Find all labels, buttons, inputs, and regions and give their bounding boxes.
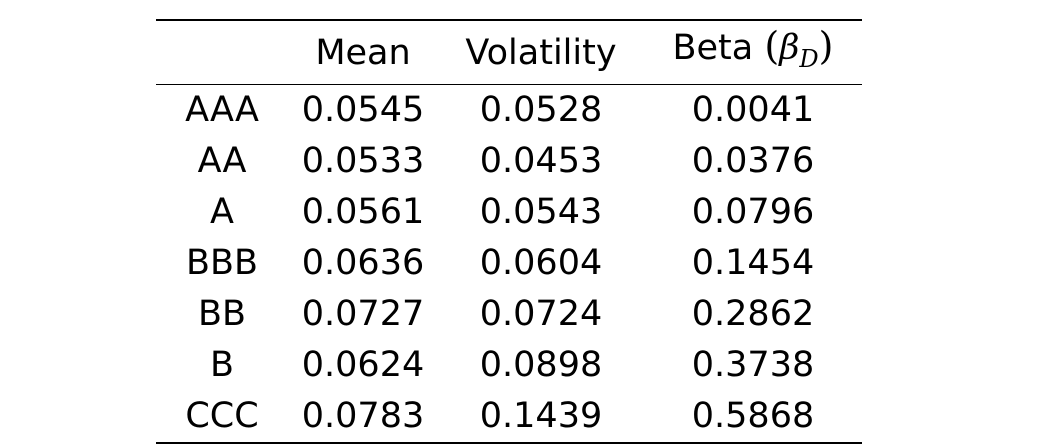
beta-cell: 0.0041	[691, 90, 815, 130]
beta-cell: 0.2862	[691, 294, 815, 334]
header-beta-symbol: β	[779, 28, 800, 68]
rating-cell: BB	[197, 294, 247, 334]
header-beta-paren-close: )	[818, 24, 834, 68]
table-row: B 0.0624 0.0898 0.3738	[156, 340, 862, 391]
rating-cell: A	[210, 192, 234, 232]
volatility-cell: 0.0528	[479, 90, 603, 130]
mean-cell: 0.0783	[301, 396, 425, 436]
mean-cell: 0.0727	[301, 294, 425, 334]
table-body: AAA 0.0545 0.0528 0.0041 AA 0.0533 0.045…	[156, 85, 862, 443]
beta-cell: 0.1454	[691, 243, 815, 283]
table-row: AAA 0.0545 0.0528 0.0041	[156, 85, 862, 137]
beta-cell: 0.0796	[691, 192, 815, 232]
beta-cell: 0.0376	[691, 141, 815, 181]
rating-cell: AAA	[185, 90, 259, 130]
table-row: A 0.0561 0.0543 0.0796	[156, 187, 862, 238]
mean-cell: 0.0545	[301, 90, 425, 130]
beta-cell: 0.3738	[691, 345, 815, 385]
header-rating	[156, 20, 288, 85]
header-mean: Mean	[315, 32, 411, 73]
beta-cell: 0.5868	[691, 396, 815, 436]
header-volatility: Volatility	[465, 32, 617, 73]
header-beta-label: Beta	[672, 28, 754, 68]
volatility-cell: 0.0453	[479, 141, 603, 181]
volatility-cell: 0.0604	[479, 243, 603, 283]
mean-cell: 0.0624	[301, 345, 425, 385]
volatility-cell: 0.0898	[479, 345, 603, 385]
statistics-table-container: Mean Volatility Beta (βD) AAA 0.0545 0.0…	[156, 19, 862, 444]
mean-cell: 0.0561	[301, 192, 425, 232]
rating-cell: AA	[197, 141, 247, 181]
volatility-cell: 0.0724	[479, 294, 603, 334]
mean-cell: 0.0636	[301, 243, 425, 283]
header-beta-paren-open: (	[764, 24, 780, 68]
table-header-row: Mean Volatility Beta (βD)	[156, 20, 862, 85]
table-row: BB 0.0727 0.0724 0.2862	[156, 289, 862, 340]
volatility-cell: 0.0543	[479, 192, 603, 232]
header-beta-subscript: D	[799, 45, 819, 73]
volatility-cell: 0.1439	[479, 396, 603, 436]
rating-cell: BBB	[185, 243, 259, 283]
table-row: BBB 0.0636 0.0604 0.1454	[156, 238, 862, 289]
rating-cell: CCC	[185, 396, 259, 436]
statistics-table: Mean Volatility Beta (βD) AAA 0.0545 0.0…	[156, 19, 862, 444]
rating-cell: B	[209, 345, 234, 385]
header-beta: Beta (βD)	[644, 20, 862, 85]
mean-cell: 0.0533	[301, 141, 425, 181]
table-row: AA 0.0533 0.0453 0.0376	[156, 136, 862, 187]
table-row: CCC 0.0783 0.1439 0.5868	[156, 391, 862, 443]
